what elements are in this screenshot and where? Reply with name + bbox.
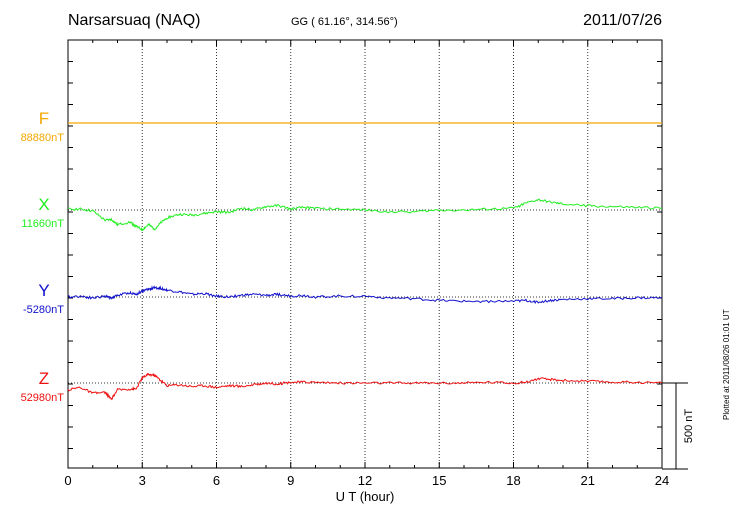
x-tick-label: 24	[655, 473, 669, 488]
series-line-x	[67, 198, 662, 232]
x-tick-label: 21	[581, 473, 595, 488]
plot-date: 2011/07/26	[583, 12, 662, 29]
plotted-timestamp: Plotted at 2011/08/26 01:01 UT	[722, 309, 730, 420]
geographic-coordinates: GG ( 61.16°, 314.56°)	[291, 16, 398, 28]
scale-bar-label: 500 nT	[683, 409, 695, 444]
x-tick-label: 15	[432, 473, 446, 488]
series-baseline-z: 52980nT	[21, 392, 65, 404]
x-axis-label: U T (hour)	[336, 489, 395, 504]
series-name-y: Y	[38, 281, 49, 300]
x-tick-label: 0	[64, 473, 71, 488]
series-line-z	[67, 372, 663, 401]
series-name-f: F	[39, 109, 49, 128]
station-title: Narsarsuaq (NAQ)	[68, 12, 201, 29]
series-baseline-x: 11660nT	[21, 218, 64, 230]
series-baseline-f: 88880nT	[21, 132, 65, 144]
x-tick-label: 12	[358, 473, 372, 488]
series-name-x: X	[38, 195, 49, 214]
series-name-z: Z	[39, 369, 49, 388]
x-tick-label: 18	[506, 473, 520, 488]
series-baseline-y: -5280nT	[23, 304, 64, 316]
x-tick-label: 3	[139, 473, 146, 488]
x-tick-label: 6	[213, 473, 220, 488]
series-line-y	[67, 285, 663, 304]
x-tick-label: 9	[287, 473, 294, 488]
